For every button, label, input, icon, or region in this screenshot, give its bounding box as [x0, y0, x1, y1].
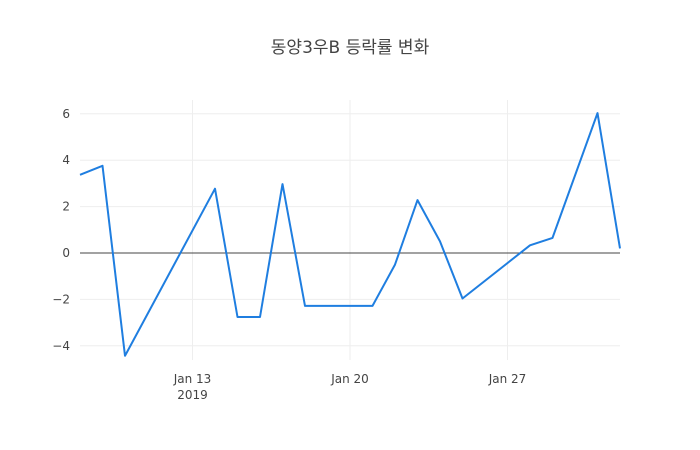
- y-tick-label: 2: [62, 200, 70, 214]
- gridlines: [80, 100, 620, 360]
- series-line: [79, 112, 621, 357]
- x-tick-label: Jan 20: [330, 372, 369, 386]
- y-tick-label: −4: [52, 339, 70, 353]
- y-tick-label: 0: [62, 246, 70, 260]
- y-axis-ticks: 6 4 2 0 −2 −4: [52, 107, 70, 353]
- y-tick-label: −2: [52, 292, 70, 306]
- y-tick-label: 6: [62, 107, 70, 121]
- y-tick-label: 4: [62, 153, 70, 167]
- x-axis-ticks: Jan 13 2019 Jan 20 Jan 27: [173, 372, 527, 402]
- x-tick-label: Jan 27: [488, 372, 527, 386]
- x-tick-label: Jan 13: [173, 372, 212, 386]
- x-tick-sublabel: 2019: [177, 388, 208, 402]
- chart-title: 동양3우B 등락률 변화: [270, 38, 430, 58]
